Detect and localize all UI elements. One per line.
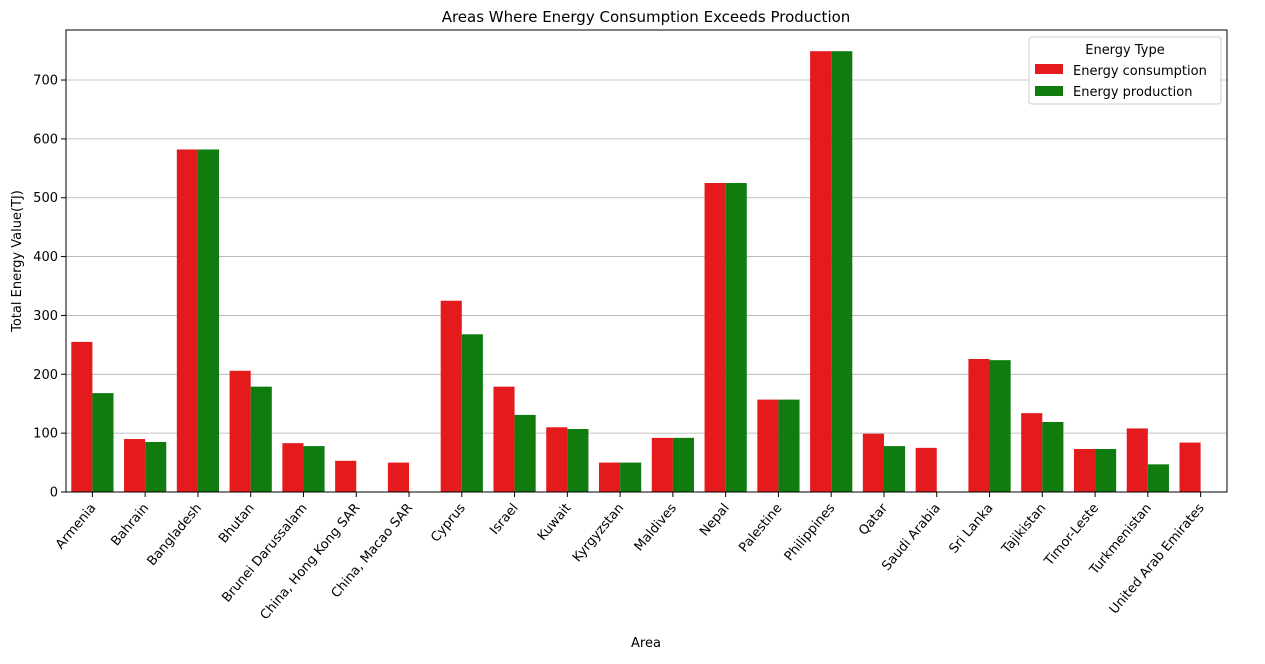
bar-production bbox=[1095, 449, 1117, 492]
y-tick-label: 600 bbox=[33, 132, 58, 147]
legend: Energy Type Energy consumption Energy pr… bbox=[1028, 36, 1222, 105]
y-tick-label: 200 bbox=[33, 368, 58, 383]
y-axis-label: Total Energy Value(TJ) bbox=[10, 190, 25, 333]
bar-production bbox=[92, 393, 114, 492]
legend-label-production: Energy production bbox=[1073, 85, 1192, 100]
bar-consumption bbox=[1126, 428, 1148, 492]
bar-consumption bbox=[229, 370, 251, 492]
bar-production bbox=[197, 149, 220, 493]
x-tick-label: Kyrgyzstan bbox=[570, 501, 627, 565]
bar-production bbox=[672, 437, 694, 492]
bar-consumption bbox=[493, 386, 515, 492]
bar-consumption bbox=[440, 300, 462, 492]
x-tick-label: Israel bbox=[487, 501, 521, 538]
bar-production bbox=[461, 334, 483, 492]
x-tick-label: Bhutan bbox=[216, 501, 258, 546]
bar-consumption bbox=[704, 183, 726, 492]
x-tick-label: Qatar bbox=[856, 500, 891, 538]
bar-consumption bbox=[599, 462, 621, 492]
bar-production bbox=[1147, 464, 1169, 492]
bar-consumption bbox=[651, 437, 673, 492]
bar-consumption bbox=[124, 439, 146, 492]
bar-consumption bbox=[757, 399, 779, 492]
x-tick-label: United Arab Emirates bbox=[1107, 501, 1208, 617]
x-tick-label: Palestine bbox=[736, 501, 785, 556]
chart-title: Areas Where Energy Consumption Exceeds P… bbox=[442, 8, 851, 26]
bar-consumption bbox=[862, 433, 884, 492]
bar-consumption bbox=[1021, 413, 1043, 492]
bar-production bbox=[725, 183, 747, 492]
legend-swatch-consumption bbox=[1035, 64, 1063, 74]
bar-consumption bbox=[282, 443, 304, 492]
x-axis-label: Area bbox=[631, 636, 661, 651]
bar-consumption bbox=[335, 460, 357, 492]
bar-consumption bbox=[915, 447, 937, 492]
bar-production bbox=[250, 386, 272, 492]
bar-production bbox=[883, 446, 906, 492]
bar-consumption bbox=[71, 341, 93, 492]
legend-title: Energy Type bbox=[1085, 43, 1165, 58]
bar-production bbox=[1042, 421, 1064, 492]
bar-production bbox=[567, 429, 589, 492]
bar-consumption bbox=[1179, 442, 1201, 492]
plot-frame bbox=[65, 29, 1228, 493]
x-tick-label: China, Hong Kong SAR bbox=[258, 501, 364, 623]
y-tick-label: 100 bbox=[33, 427, 58, 442]
bar-consumption bbox=[387, 462, 410, 492]
bar-production bbox=[989, 360, 1011, 492]
bar-production bbox=[831, 51, 853, 493]
y-tick-label: 700 bbox=[33, 74, 58, 89]
bar-consumption bbox=[968, 358, 990, 492]
y-tick-label: 0 bbox=[50, 486, 58, 501]
y-tick-label: 300 bbox=[33, 309, 58, 324]
x-tick-label: Maldives bbox=[632, 501, 680, 555]
x-tick-label: Sri Lanka bbox=[946, 501, 996, 557]
legend-swatch-production bbox=[1035, 86, 1063, 96]
bar-production bbox=[145, 441, 167, 492]
x-tick-label: Bangladesh bbox=[145, 501, 205, 569]
bar-production bbox=[303, 446, 325, 492]
x-tick-label: Kuwait bbox=[535, 501, 574, 544]
y-tick-label: 500 bbox=[33, 191, 58, 206]
x-tick-label: Cyprus bbox=[428, 501, 469, 546]
bar-production bbox=[778, 399, 800, 492]
x-tick-label: Armenia bbox=[53, 501, 100, 552]
x-tick-label: Philippines bbox=[782, 501, 839, 564]
bar-production bbox=[620, 462, 642, 492]
legend-label-consumption: Energy consumption bbox=[1073, 64, 1207, 79]
x-tick-label: Bahrain bbox=[108, 501, 152, 549]
x-tick-label: Timor-Leste bbox=[1041, 501, 1102, 570]
legend-box bbox=[1028, 36, 1222, 105]
x-tick-label: Nepal bbox=[697, 501, 733, 539]
bar-consumption bbox=[176, 149, 198, 493]
bar-production bbox=[514, 414, 536, 492]
y-tick-label: 400 bbox=[33, 250, 58, 265]
bar-consumption bbox=[1073, 449, 1096, 492]
bar-consumption bbox=[546, 427, 568, 492]
x-tick-label: Tajikistan bbox=[999, 501, 1050, 558]
bar-consumption bbox=[810, 51, 832, 493]
